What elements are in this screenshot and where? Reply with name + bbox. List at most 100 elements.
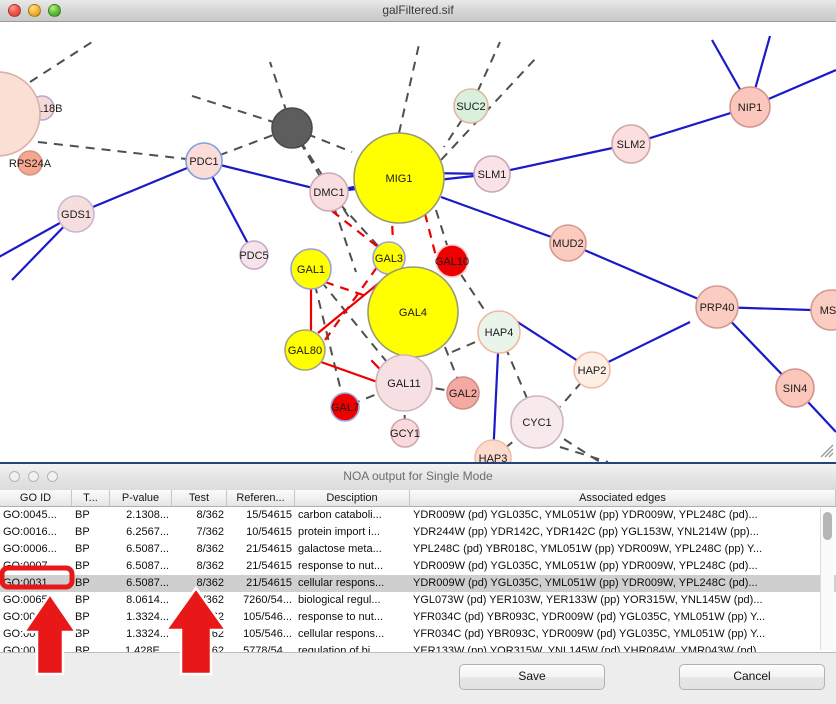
table-vertical-scrollbar[interactable] [820, 508, 834, 650]
network-node-mud2[interactable]: MUD2 [549, 224, 587, 262]
node-circle[interactable] [474, 439, 512, 462]
cell-edges: YGL073W (pd) YER103W, YER133W (pp) YOR31… [413, 594, 763, 606]
table-row[interactable]: GO:0031... BP 1.3324... 11/362 105/546... res… [0, 609, 836, 626]
network-node-gal7[interactable]: GAL7 [330, 392, 360, 422]
network-node-nip1[interactable]: NIP1 [729, 86, 771, 128]
scrollbar-thumb[interactable] [823, 512, 832, 540]
network-node-gal1[interactable]: GAL1 [290, 248, 332, 290]
cell-description: cellular respons... [298, 628, 385, 640]
network-node-rps24a[interactable]: RPS24A [9, 150, 52, 176]
node-circle[interactable] [375, 354, 433, 412]
network-node-hap4[interactable]: HAP4 [477, 310, 521, 354]
cell-go-id: GO:0006... [3, 543, 57, 555]
node-circle[interactable] [446, 376, 480, 410]
cell-test: 8/362 [196, 560, 224, 572]
node-circle[interactable] [477, 310, 521, 354]
network-node-prp40[interactable]: PRP40 [695, 285, 739, 329]
node-circle[interactable] [695, 285, 739, 329]
column-header-description[interactable]: Desciption [295, 490, 410, 506]
node-circle[interactable] [810, 289, 836, 331]
network-canvas[interactable]: RPL18B RPS24A GDS1 PDC1 PDC5 DMC1 SUC2 MIG1 SLM1… [0, 22, 836, 462]
column-header-test[interactable]: Test [172, 490, 227, 506]
node-circle[interactable] [611, 124, 651, 164]
network-node-gal2[interactable]: GAL2 [446, 376, 480, 410]
network-node-hap2[interactable]: HAP2 [573, 351, 611, 389]
node-circle[interactable] [239, 240, 269, 270]
network-node-slm1[interactable]: SLM1 [473, 155, 511, 193]
pane-resize-grip[interactable] [818, 442, 834, 458]
network-node-slm2[interactable]: SLM2 [611, 124, 651, 164]
column-header-pvalue[interactable]: P-value [110, 490, 172, 506]
table-row[interactable]: GO:0045... BP 2.1308... 8/362 15/54615 carbon… [0, 507, 836, 524]
close-window-button[interactable] [8, 4, 21, 17]
column-header-reference[interactable]: Referen... [227, 490, 295, 506]
network-node-suc2[interactable]: SUC2 [453, 88, 489, 124]
cell-go-id: GO:0031... [3, 611, 57, 623]
table-row[interactable]: GO:0016... BP 6.2567... 7/362 10/54615 protei… [0, 524, 836, 541]
zoom-window-button[interactable] [48, 4, 61, 17]
table-row[interactable]: GO:0006... BP 6.5087... 8/362 21/54615 galact… [0, 541, 836, 558]
network-node-hap3[interactable]: HAP3 [474, 439, 512, 462]
table-row[interactable]: GO:0065... BP 8.0614... 94/362 7260/54... bio… [0, 592, 836, 609]
node-circle[interactable] [729, 86, 771, 128]
cell-pvalue: 1.428E... [124, 645, 169, 653]
minimize-window-button[interactable] [28, 4, 41, 17]
cell-pvalue: 1.3324... [126, 628, 169, 640]
node-circle[interactable] [453, 88, 489, 124]
network-node-dmc1[interactable]: DMC1 [309, 172, 349, 212]
node-circle[interactable] [367, 266, 459, 358]
node-circle[interactable] [390, 418, 420, 448]
node-circle[interactable] [573, 351, 611, 389]
cancel-button[interactable]: Cancel [679, 664, 825, 690]
noa-close-button[interactable] [9, 471, 20, 482]
column-header-edges[interactable]: Associated edges [410, 490, 836, 506]
node-circle[interactable] [510, 395, 564, 449]
network-node-cyc1[interactable]: CYC1 [510, 395, 564, 449]
table-body[interactable]: GO:0045... BP 2.1308... 8/362 15/54615 carbon… [0, 507, 836, 653]
node-circle[interactable] [775, 368, 815, 408]
network-node-gal80[interactable]: GAL80 [284, 329, 326, 371]
table-row[interactable]: GO:0031... BP 1.3324... 11/362 105/546... cel… [0, 626, 836, 643]
table-row[interactable]: GO:0007... BP 6.5087... 8/362 21/54615 respon… [0, 558, 836, 575]
cell-type: BP [75, 509, 90, 521]
node-circle[interactable] [353, 132, 445, 224]
network-node-msl5[interactable]: MSL [810, 289, 836, 331]
network-node-pdc1[interactable]: PDC1 [185, 142, 223, 180]
node-circle[interactable] [57, 195, 95, 233]
table-row[interactable]: GO:0031... BP 6.5087... 8/362 21/54615 cellul… [0, 575, 836, 592]
node-circle[interactable] [284, 329, 326, 371]
node-circle[interactable] [17, 150, 43, 176]
network-node-gds1[interactable]: GDS1 [57, 195, 95, 233]
cell-test: 94/362 [190, 594, 224, 606]
table-row[interactable]: GO:0050... BP 1.428E... 80/362 5778/54... reg… [0, 643, 836, 653]
network-node-gcy1[interactable]: GCY1 [390, 418, 420, 448]
network-node-sin4[interactable]: SIN4 [775, 368, 815, 408]
cell-pvalue: 8.0614... [126, 594, 169, 606]
network-node-bigpink[interactable] [0, 71, 41, 157]
table-header-row[interactable]: GO ID T... P-value Test Referen... Desciption… [0, 490, 836, 507]
network-node-gal10[interactable]: GAL10 [435, 244, 469, 278]
save-button[interactable]: Save [459, 664, 605, 690]
network-node-mig1[interactable]: MIG1 [353, 132, 445, 224]
node-circle[interactable] [473, 155, 511, 193]
network-node-gal11[interactable]: GAL11 [375, 354, 433, 412]
window-traffic-lights [8, 4, 61, 17]
network-node-gal4[interactable]: GAL4 [367, 266, 459, 358]
node-circle[interactable] [290, 248, 332, 290]
node-circle[interactable] [435, 244, 469, 278]
node-circle[interactable] [549, 224, 587, 262]
node-circle[interactable] [330, 392, 360, 422]
node-circle[interactable] [271, 107, 313, 149]
node-circle[interactable] [185, 142, 223, 180]
column-header-go-id[interactable]: GO ID [0, 490, 72, 506]
noa-minimize-button[interactable] [28, 471, 39, 482]
network-node-gray[interactable] [271, 107, 313, 149]
node-circle[interactable] [0, 71, 41, 157]
results-table[interactable]: GO ID T... P-value Test Referen... Desciption… [0, 490, 836, 653]
column-header-type[interactable]: T... [72, 490, 110, 506]
noa-zoom-button[interactable] [47, 471, 58, 482]
network-node-pdc5[interactable]: PDC5 [239, 240, 269, 270]
node-circle[interactable] [309, 172, 349, 212]
